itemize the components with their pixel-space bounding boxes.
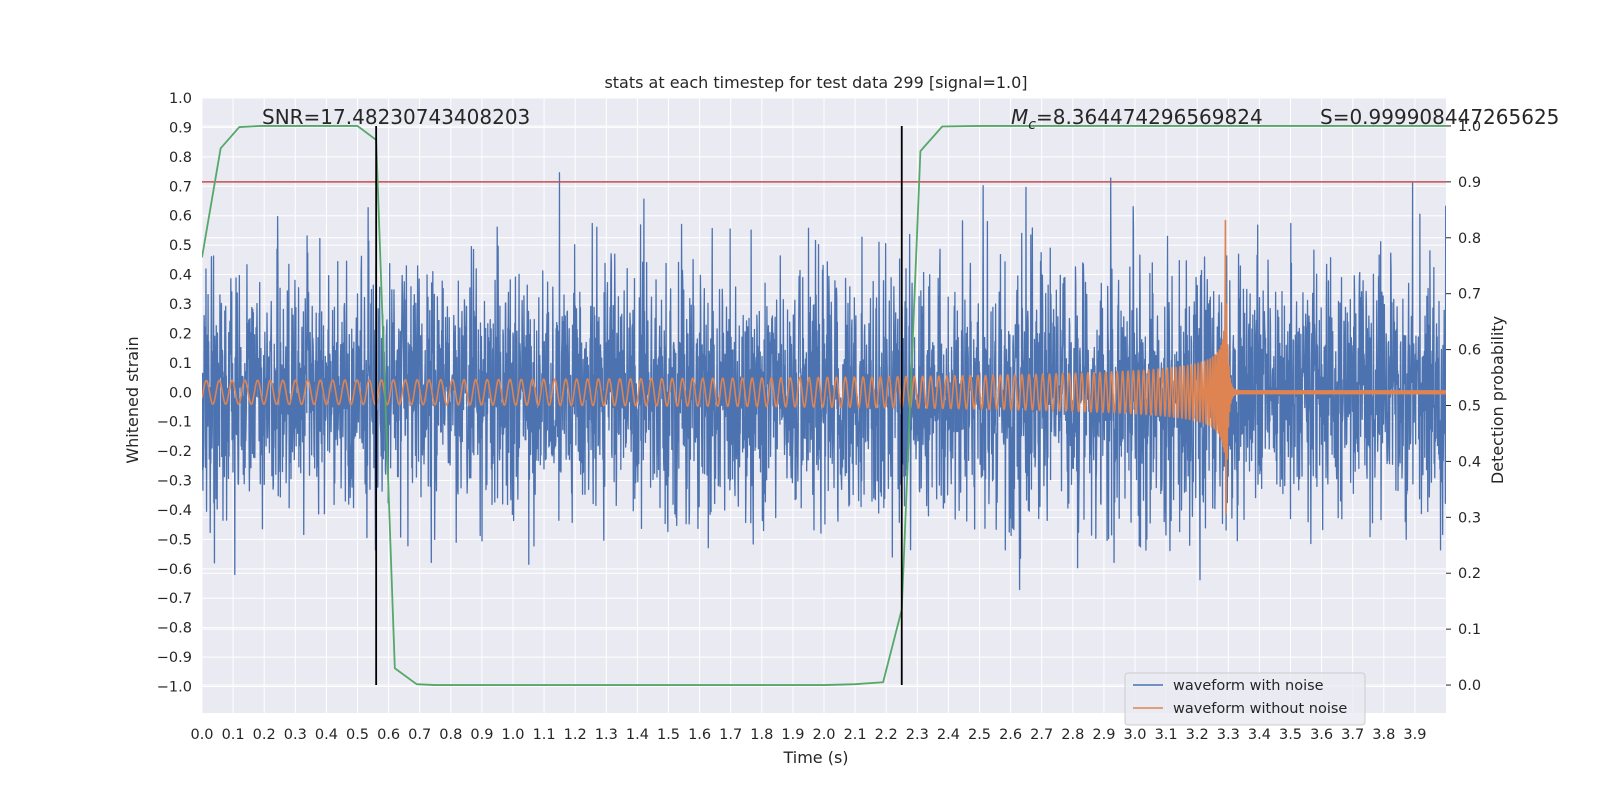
y-tick-label: 0.5 bbox=[169, 238, 192, 254]
y-tick-label: −0.2 bbox=[157, 444, 192, 460]
series-waveform-with-noise bbox=[202, 172, 1446, 591]
x-tick-label: 1.4 bbox=[626, 727, 649, 743]
y-tick-label: 0.9 bbox=[169, 120, 192, 136]
x-tick-label: 3.4 bbox=[1248, 727, 1271, 743]
x-tick-label: 2.6 bbox=[999, 727, 1022, 743]
x-tick-label: 1.3 bbox=[595, 727, 618, 743]
y-tick-label: 0.2 bbox=[169, 326, 192, 342]
x-tick-label: 2.2 bbox=[875, 727, 898, 743]
x-tick-label: 0.2 bbox=[253, 727, 276, 743]
chart-title: stats at each timestep for test data 299… bbox=[604, 73, 1027, 92]
x-axis: 0.0 0.1 0.2 0.3 0.4 0.5 0.6 0.7 0.8 0.9 1.0 1.1 1.2 1… bbox=[190, 727, 1426, 743]
x-tick-label: 0.6 bbox=[377, 727, 400, 743]
legend-entry-clean: waveform without noise bbox=[1173, 701, 1347, 717]
snr-annotation: SNR=17.48230743408203 bbox=[262, 105, 530, 129]
x-tick-label: 0.9 bbox=[470, 727, 493, 743]
y-right-tick-label: 0.2 bbox=[1458, 566, 1481, 582]
y-tick-label: −0.4 bbox=[157, 503, 192, 519]
x-tick-label: 3.0 bbox=[1123, 727, 1146, 743]
y-tick-label: 0.1 bbox=[169, 356, 192, 372]
x-tick-label: 2.3 bbox=[906, 727, 929, 743]
x-tick-label: 2.5 bbox=[968, 727, 991, 743]
series-waveform-without-noise bbox=[202, 219, 1446, 515]
x-tick-label: 1.2 bbox=[564, 727, 587, 743]
x-tick-label: 0.5 bbox=[346, 727, 369, 743]
x-tick-label: 0.0 bbox=[190, 727, 213, 743]
y-right-tick-label: 0.4 bbox=[1458, 454, 1481, 470]
x-tick-label: 2.1 bbox=[844, 727, 867, 743]
y-right-tick-label: 0.1 bbox=[1458, 622, 1481, 638]
x-tick-label: 1.1 bbox=[533, 727, 556, 743]
x-tick-label: 2.8 bbox=[1061, 727, 1084, 743]
x-tick-label: 3.1 bbox=[1155, 727, 1178, 743]
x-tick-label: 1.0 bbox=[501, 727, 524, 743]
y-tick-label: 0.8 bbox=[169, 150, 192, 166]
x-tick-label: 3.6 bbox=[1310, 727, 1333, 743]
y-tick-label: −0.6 bbox=[157, 562, 192, 578]
x-tick-label: 0.8 bbox=[439, 727, 462, 743]
x-tick-label: 2.9 bbox=[1092, 727, 1115, 743]
y-right-tick-label: 0.3 bbox=[1458, 510, 1481, 526]
x-tick-label: 2.0 bbox=[812, 727, 835, 743]
y-tick-label: 1.0 bbox=[169, 91, 192, 107]
x-tick-label: 1.7 bbox=[719, 727, 742, 743]
y-right-tick-label: 0.0 bbox=[1458, 678, 1481, 694]
y-tick-label: −0.5 bbox=[157, 532, 192, 548]
x-tick-label: 0.7 bbox=[408, 727, 431, 743]
x-tick-label: 1.8 bbox=[750, 727, 773, 743]
x-tick-label: 2.7 bbox=[1030, 727, 1053, 743]
y-tick-label: −0.3 bbox=[157, 474, 192, 490]
y-tick-label: −0.9 bbox=[157, 650, 192, 666]
y-axis-label: Whitened strain bbox=[123, 336, 142, 463]
chirp-mass-annotation: Mc=8.364474296569824 bbox=[1011, 105, 1263, 133]
x-tick-label: 2.4 bbox=[937, 727, 960, 743]
x-tick-label: 3.5 bbox=[1279, 727, 1302, 743]
y-right-tick-label: 0.9 bbox=[1458, 175, 1481, 191]
x-tick-label: 0.3 bbox=[284, 727, 307, 743]
y-tick-label: 0.6 bbox=[169, 209, 192, 225]
y-tick-label: −0.7 bbox=[157, 591, 192, 607]
x-tick-label: 0.1 bbox=[222, 727, 245, 743]
x-tick-label: 3.3 bbox=[1217, 727, 1240, 743]
x-tick-label: 3.7 bbox=[1341, 727, 1364, 743]
x-tick-label: 3.2 bbox=[1186, 727, 1209, 743]
y-axis-right: 1.0 0.9 0.8 0.7 0.6 0.5 0.4 0.3 0.2 0.1 0.0 bbox=[1446, 119, 1481, 694]
x-tick-label: 1.5 bbox=[657, 727, 680, 743]
y-right-tick-label: 0.7 bbox=[1458, 287, 1481, 303]
y-axis-right-label: Detection probability bbox=[1488, 316, 1507, 484]
x-tick-label: 1.9 bbox=[781, 727, 804, 743]
y-right-tick-label: 0.6 bbox=[1458, 343, 1481, 359]
legend-frame bbox=[1124, 672, 1366, 726]
x-tick-label: 3.9 bbox=[1403, 727, 1426, 743]
y-right-tick-label: 1.0 bbox=[1458, 119, 1481, 135]
y-right-tick-label: 0.5 bbox=[1458, 399, 1481, 415]
y-tick-label: −0.8 bbox=[157, 621, 192, 637]
x-tick-label: 3.8 bbox=[1372, 727, 1395, 743]
legend-entry-noise: waveform with noise bbox=[1173, 678, 1324, 694]
x-axis-label: Time (s) bbox=[782, 748, 848, 767]
y-axis-left: 1.0 0.9 0.8 0.7 0.6 0.5 0.4 0.3 0.2 0.1 0.0 −0.1 −0.… bbox=[157, 91, 192, 696]
y-tick-label: −1.0 bbox=[157, 680, 192, 696]
y-tick-label: 0.3 bbox=[169, 297, 192, 313]
y-tick-label: −0.1 bbox=[157, 415, 192, 431]
y-tick-label: 0.4 bbox=[169, 268, 192, 284]
series-detection-probability bbox=[202, 125, 1446, 686]
y-right-tick-label: 0.8 bbox=[1458, 231, 1481, 247]
x-tick-label: 1.6 bbox=[688, 727, 711, 743]
score-annotation: S=0.999908447265625 bbox=[1320, 105, 1559, 129]
x-tick-label: 0.4 bbox=[315, 727, 338, 743]
y-tick-label: 0.0 bbox=[169, 385, 192, 401]
y-tick-label: 0.7 bbox=[169, 179, 192, 195]
legend: waveform with noise waveform without noi… bbox=[1124, 672, 1366, 726]
